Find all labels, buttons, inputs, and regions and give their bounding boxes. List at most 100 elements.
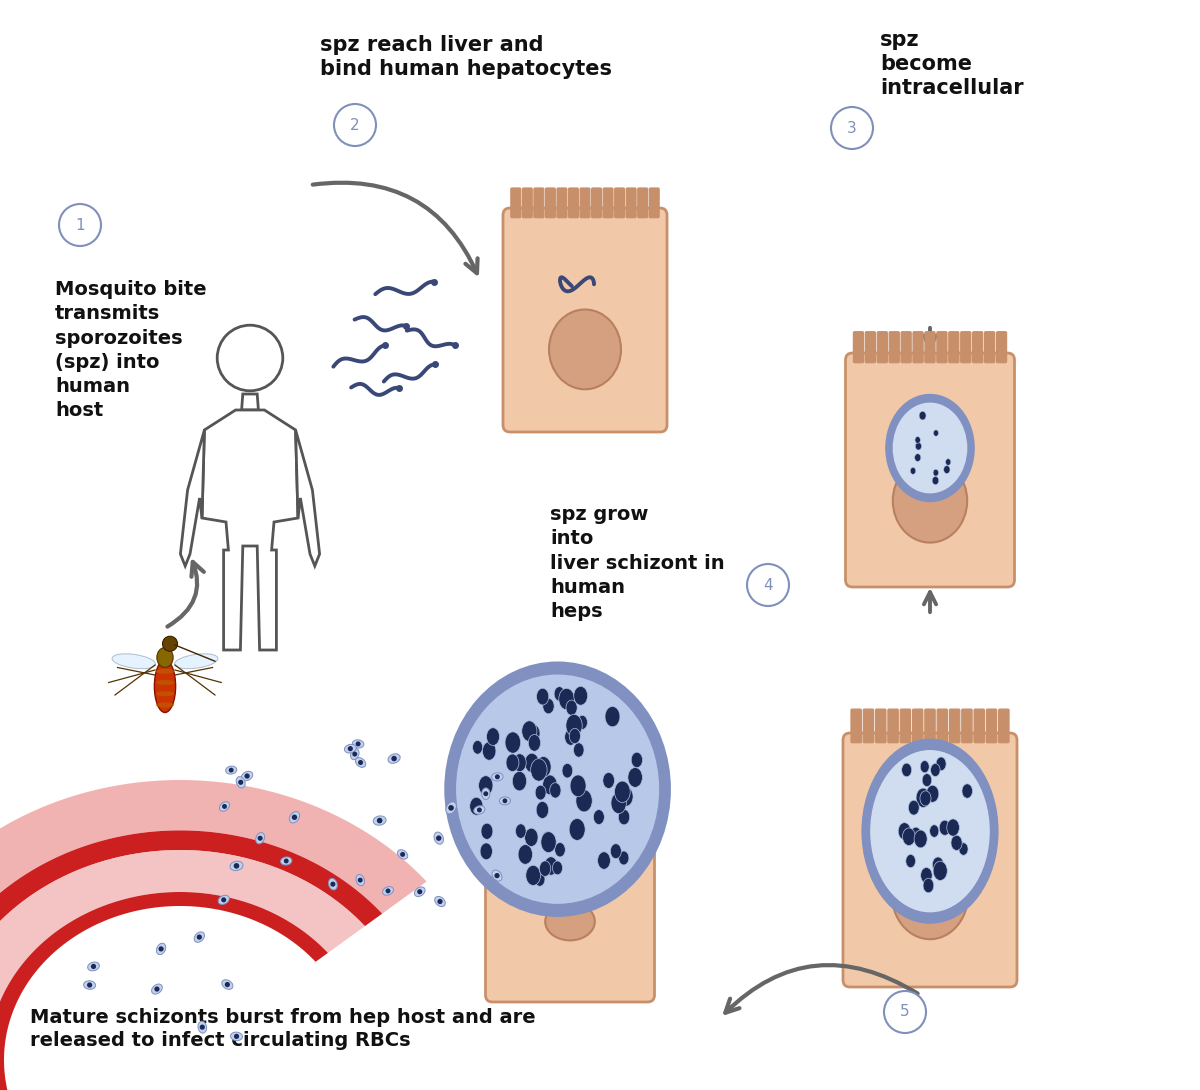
Ellipse shape — [479, 776, 493, 796]
Circle shape — [199, 1025, 205, 1030]
FancyBboxPatch shape — [637, 187, 648, 218]
Ellipse shape — [574, 687, 588, 705]
Ellipse shape — [456, 675, 659, 904]
Ellipse shape — [355, 758, 366, 767]
Ellipse shape — [230, 1032, 242, 1041]
FancyBboxPatch shape — [937, 710, 948, 742]
Ellipse shape — [84, 981, 96, 990]
FancyBboxPatch shape — [937, 331, 947, 363]
Ellipse shape — [902, 828, 916, 846]
FancyBboxPatch shape — [901, 331, 911, 363]
Ellipse shape — [914, 831, 928, 848]
Circle shape — [59, 204, 101, 246]
Circle shape — [391, 755, 397, 761]
FancyBboxPatch shape — [876, 710, 886, 742]
Ellipse shape — [112, 654, 156, 668]
Ellipse shape — [446, 802, 456, 814]
FancyBboxPatch shape — [626, 187, 636, 218]
FancyBboxPatch shape — [961, 710, 972, 742]
Ellipse shape — [554, 843, 565, 857]
Ellipse shape — [930, 763, 940, 776]
Ellipse shape — [516, 824, 526, 838]
FancyBboxPatch shape — [580, 187, 590, 218]
Ellipse shape — [194, 932, 204, 943]
FancyBboxPatch shape — [522, 187, 533, 218]
Circle shape — [355, 741, 361, 747]
Ellipse shape — [916, 443, 922, 450]
Circle shape — [221, 897, 227, 903]
FancyBboxPatch shape — [913, 331, 923, 363]
Ellipse shape — [512, 772, 527, 791]
Ellipse shape — [414, 887, 425, 897]
Polygon shape — [0, 780, 426, 1090]
Text: spz grow
into
liver schizont in
human
heps: spz grow into liver schizont in human he… — [550, 505, 725, 621]
Ellipse shape — [559, 689, 575, 710]
Polygon shape — [0, 892, 328, 1090]
Circle shape — [292, 814, 298, 820]
Ellipse shape — [289, 812, 300, 823]
Ellipse shape — [480, 843, 492, 860]
Ellipse shape — [566, 700, 577, 715]
Ellipse shape — [499, 797, 510, 804]
Circle shape — [494, 873, 499, 879]
Ellipse shape — [198, 1021, 206, 1033]
Ellipse shape — [908, 800, 919, 815]
Circle shape — [449, 806, 454, 811]
Ellipse shape — [481, 788, 490, 799]
FancyBboxPatch shape — [511, 187, 521, 218]
FancyBboxPatch shape — [503, 208, 667, 432]
FancyBboxPatch shape — [912, 710, 923, 742]
Ellipse shape — [619, 851, 629, 865]
FancyBboxPatch shape — [546, 187, 556, 218]
Circle shape — [494, 774, 500, 779]
FancyBboxPatch shape — [973, 331, 983, 363]
Ellipse shape — [570, 775, 586, 797]
Ellipse shape — [174, 654, 218, 668]
Ellipse shape — [940, 820, 950, 835]
Ellipse shape — [226, 766, 236, 774]
Circle shape — [238, 779, 244, 785]
FancyBboxPatch shape — [604, 187, 613, 218]
FancyBboxPatch shape — [888, 710, 899, 742]
Text: Mature schizonts burst from hep host and are
released to infect circulating RBCs: Mature schizonts burst from hep host and… — [30, 1008, 535, 1050]
FancyBboxPatch shape — [877, 331, 887, 363]
Ellipse shape — [934, 861, 947, 881]
Circle shape — [234, 863, 239, 869]
Ellipse shape — [545, 857, 558, 875]
Ellipse shape — [602, 773, 614, 788]
Ellipse shape — [505, 731, 521, 753]
Ellipse shape — [870, 750, 990, 912]
Circle shape — [158, 946, 163, 952]
FancyBboxPatch shape — [526, 764, 538, 787]
FancyBboxPatch shape — [889, 331, 899, 363]
FancyBboxPatch shape — [634, 764, 646, 787]
Ellipse shape — [628, 767, 642, 787]
Ellipse shape — [241, 772, 253, 780]
Ellipse shape — [230, 861, 242, 871]
Ellipse shape — [469, 797, 482, 815]
Ellipse shape — [614, 782, 630, 802]
Ellipse shape — [943, 465, 950, 473]
Ellipse shape — [611, 792, 626, 813]
Ellipse shape — [576, 789, 593, 812]
Circle shape — [348, 746, 353, 751]
Ellipse shape — [598, 851, 611, 869]
Ellipse shape — [906, 855, 916, 868]
Ellipse shape — [919, 411, 926, 420]
Ellipse shape — [550, 310, 622, 389]
Circle shape — [358, 760, 364, 765]
FancyBboxPatch shape — [569, 187, 578, 218]
Circle shape — [245, 774, 250, 778]
Ellipse shape — [923, 879, 934, 893]
Ellipse shape — [486, 728, 499, 746]
FancyBboxPatch shape — [494, 764, 506, 787]
FancyBboxPatch shape — [510, 764, 522, 787]
Circle shape — [438, 899, 443, 904]
FancyBboxPatch shape — [949, 331, 959, 363]
Ellipse shape — [932, 476, 938, 485]
Polygon shape — [180, 429, 204, 566]
Circle shape — [436, 835, 442, 840]
Ellipse shape — [256, 833, 264, 844]
Polygon shape — [241, 393, 258, 410]
Ellipse shape — [383, 886, 394, 895]
